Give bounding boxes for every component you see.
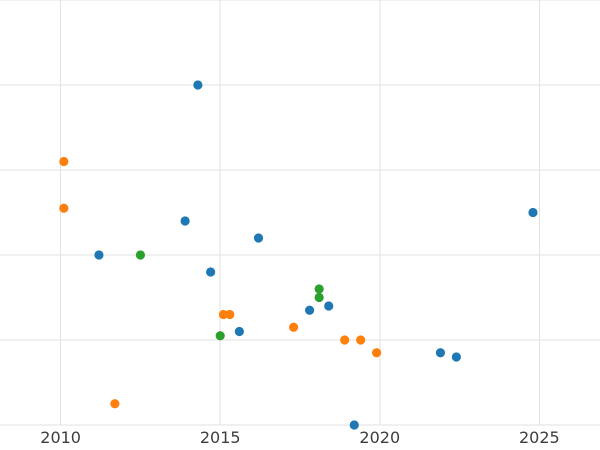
data-point-blue [234,326,244,337]
data-point-blue [94,250,104,260]
data-point-blue [435,348,446,358]
data-point-orange [110,399,120,409]
data-point-orange [340,335,350,345]
data-point-blue [528,207,538,218]
data-point-green [215,331,225,341]
x-tick-label: 2015 [200,428,241,447]
x-tick-label: 2025 [519,428,560,447]
data-point-orange [371,348,382,358]
data-point-orange [356,335,366,345]
data-point-orange [218,309,229,320]
data-point-blue [253,233,264,243]
data-point-orange [59,203,69,213]
data-point-green [135,250,146,260]
data-point-blue [180,216,190,226]
data-point-orange [59,156,69,167]
data-point-orange [289,322,299,332]
data-point-blue [324,301,334,311]
data-point-orange [225,309,235,320]
data-point-blue [304,305,315,315]
data-point-blue [349,420,359,430]
x-tick-label: 2020 [359,428,400,447]
data-point-green [314,284,324,294]
data-point-blue [206,267,216,277]
data-point-green [314,292,324,303]
data-point-blue [451,352,461,362]
data-point-blue [193,80,203,90]
x-tick-label: 2010 [40,428,81,447]
